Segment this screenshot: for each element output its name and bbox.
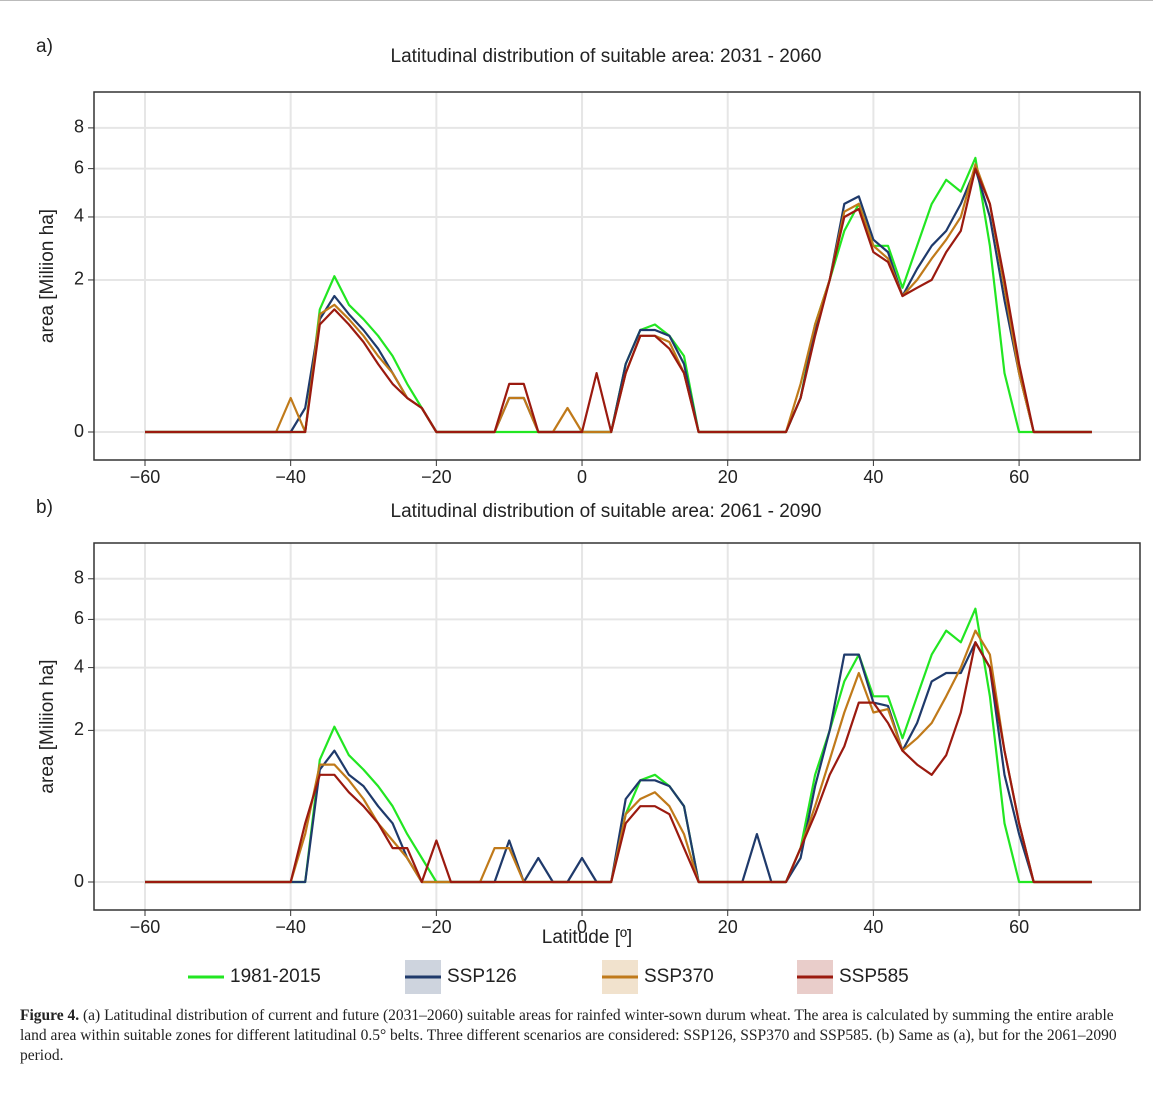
caption-label: Figure 4. [20, 1007, 80, 1024]
y-tick-label: 2 [74, 269, 84, 289]
legend-label: SSP585 [839, 966, 909, 987]
x-tick-label: 60 [1009, 467, 1029, 487]
x-tick-label: 40 [863, 467, 883, 487]
series-line [145, 167, 1092, 434]
figure: a) Latitudinal distribution of suitable a… [36, 36, 1141, 994]
y-axis-title: area [Miliion ha] [37, 659, 58, 793]
panel-label: b) [36, 497, 53, 518]
y-tick-label: 6 [74, 608, 84, 628]
legend-label: SSP126 [447, 966, 517, 987]
y-tick-label: 2 [74, 719, 84, 739]
x-tick-label: 0 [577, 467, 587, 487]
top-rule [0, 0, 1153, 1]
caption-text: (a) Latitudinal distribution of current … [20, 1007, 1117, 1064]
x-tick-label: −60 [130, 467, 161, 487]
y-tick-label: 8 [74, 117, 84, 137]
plot-frame [93, 91, 1141, 461]
x-tick-label: −40 [275, 467, 306, 487]
series-line [145, 167, 1092, 434]
x-tick-label: 40 [863, 917, 883, 937]
chart-title: Latitudinal distribution of suitable are… [391, 501, 822, 522]
y-tick-label: 4 [74, 206, 84, 226]
plot-frame [93, 542, 1141, 911]
x-tick-label: −20 [421, 467, 452, 487]
panel-label: a) [36, 36, 53, 57]
y-tick-label: 0 [74, 421, 84, 441]
x-tick-label: 60 [1009, 917, 1029, 937]
caption: Figure 4. (a) Latitudinal distribution o… [20, 1006, 1130, 1066]
chart-title: Latitudinal distribution of suitable are… [391, 46, 822, 67]
y-axis-title: area [Miliion ha] [37, 209, 58, 343]
legend-label: SSP370 [644, 966, 714, 987]
series-line [145, 641, 1092, 884]
x-axis-title: Latitude [º] [542, 927, 632, 948]
y-tick-label: 4 [74, 656, 84, 676]
x-tick-label: −40 [275, 917, 306, 937]
x-tick-label: 20 [718, 467, 738, 487]
x-tick-label: −60 [130, 917, 161, 937]
y-tick-label: 6 [74, 157, 84, 177]
x-tick-label: 0 [577, 917, 587, 937]
legend-label: 1981-2015 [230, 966, 321, 987]
y-tick-label: 8 [74, 568, 84, 588]
series-line [145, 163, 1092, 434]
series-line [145, 641, 1092, 884]
x-tick-label: −20 [421, 917, 452, 937]
x-tick-label: 20 [718, 917, 738, 937]
series-line [145, 156, 1092, 434]
y-tick-label: 0 [74, 871, 84, 891]
